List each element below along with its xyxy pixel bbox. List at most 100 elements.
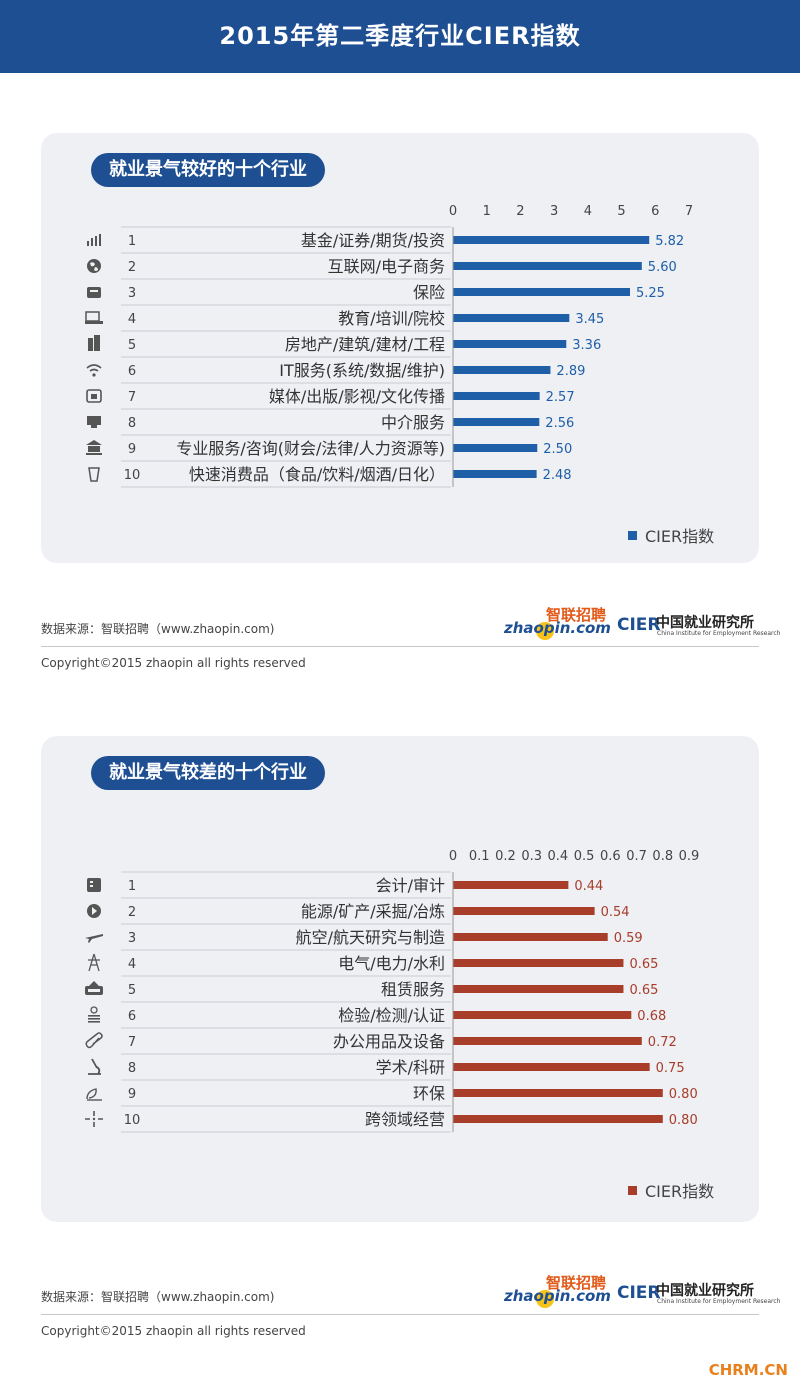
rank-label: 8 [128,416,136,431]
rank-label: 2 [128,905,136,920]
rank-label: 2 [128,260,136,275]
bar [453,470,537,478]
value-label: 2.48 [543,468,572,483]
category-label: 跨领域经营 [365,1110,445,1129]
category-label: 保险 [413,283,445,302]
value-label: 0.65 [629,983,658,998]
rank-label: 8 [128,1061,136,1076]
rank-label: 5 [128,338,136,353]
bar [453,985,624,993]
rent-icon [85,981,103,995]
rank-label: 7 [128,390,136,405]
bar [453,959,624,967]
x-tick-label: 0.2 [495,849,516,864]
rank-label: 3 [128,286,136,301]
legend-bottom: CIER指数 [628,1178,714,1202]
rank-label: 9 [128,442,136,457]
category-label: 学术/科研 [376,1058,445,1077]
rank-label: 4 [128,312,136,327]
eco-icon [86,1088,102,1101]
category-label: 媒体/出版/影视/文化传播 [269,387,445,406]
bar [453,340,567,348]
x-tick-label: 3 [550,204,558,219]
globe-icon [87,259,101,273]
power-tower-icon [88,953,100,972]
bottom-industries-panel: 就业景气较差的十个行业 0 0.1 0.2 0.3 0.4 0.5 0.6 0.7 0.8 0.9… [41,736,759,1222]
bar [453,1089,663,1097]
category-label: 教育/培训/院校 [338,309,445,328]
top-industries-panel: 就业景气较好的十个行业 0 1 2 3 4 5 6 7 1 基金/证券/期货/投资 5.82 2 互联网… [41,133,759,563]
x-tick-label: 0.7 [626,849,647,864]
divider [41,1314,759,1315]
x-tick-label: 2 [516,204,524,219]
value-label: 0.75 [656,1061,685,1076]
x-tick-label: 6 [651,204,659,219]
value-label: 0.72 [648,1035,677,1050]
paperclip-icon [85,1032,103,1049]
value-label: 3.45 [575,312,604,327]
category-label: 租赁服务 [381,980,445,999]
beverage-icon [88,467,100,482]
bar [453,444,538,452]
category-label: 基金/证券/期货/投资 [301,231,445,250]
education-icon [85,311,103,324]
media-icon [86,389,102,403]
cross-icon [85,1111,103,1127]
value-label: 3.36 [572,338,601,353]
legend-label: CIER指数 [645,1182,715,1201]
value-label: 0.80 [669,1087,698,1102]
category-label: 电气/电力/水利 [338,954,445,973]
value-label: 2.89 [556,364,585,379]
inspection-icon [88,1006,100,1023]
legend-swatch [628,1185,637,1195]
rank-label: 7 [128,1035,136,1050]
bar [453,236,650,244]
value-label: 2.56 [545,416,574,431]
bar [453,314,570,322]
rank-label: 6 [128,364,136,379]
x-tick-label: 0.9 [679,849,700,864]
x-tick-label: 1 [483,204,491,219]
rank-label: 1 [128,234,136,249]
legend-swatch [628,530,637,540]
bar [453,933,608,941]
rank-label: 6 [128,1009,136,1024]
category-label: 检验/检测/认证 [338,1006,445,1025]
category-label: 能源/矿产/采掘/冶炼 [301,902,445,921]
copyright: Copyright©2015 zhaopin all rights reserv… [41,656,306,670]
value-label: 0.80 [669,1113,698,1128]
rank-label: 4 [128,957,136,972]
category-label: 快速消费品（食品/饮料/烟酒/日化） [189,465,445,484]
data-source: 数据来源：智联招聘（www.zhaopin.com) [41,1290,275,1304]
bar [453,907,595,915]
category-label: IT服务(系统/数据/维护) [279,361,445,380]
category-label: 航空/航天研究与制造 [296,928,445,947]
category-label: 互联网/电子商务 [328,257,445,276]
value-label: 0.44 [574,879,603,894]
x-tick-label: 0.1 [469,849,490,864]
rank-label: 10 [124,1113,141,1128]
x-tick-label: 0 [449,204,457,219]
bar [453,288,630,296]
x-tick-label: 0.6 [600,849,621,864]
value-label: 5.25 [636,286,665,301]
category-label: 专业服务/咨询(财会/法律/人力资源等) [176,439,445,458]
value-label: 0.68 [637,1009,666,1024]
accounting-icon [87,878,101,892]
value-label: 5.82 [655,234,684,249]
copyright: Copyright©2015 zhaopin all rights reserv… [41,1324,306,1338]
bar [453,1011,632,1019]
divider [41,646,759,647]
rank-label: 3 [128,931,136,946]
value-label: 2.50 [543,442,572,457]
x-tick-label: 0.3 [521,849,542,864]
category-label: 会计/审计 [376,876,445,895]
top-industries-title: 就业景气较好的十个行业 [91,153,325,187]
x-tick-label: 0.8 [652,849,673,864]
value-label: 0.59 [614,931,643,946]
rank-label: 10 [124,468,141,483]
rank-label: 9 [128,1087,136,1102]
bar [453,1037,642,1045]
x-tick-label: 0.4 [548,849,569,864]
consulting-icon [86,440,102,455]
